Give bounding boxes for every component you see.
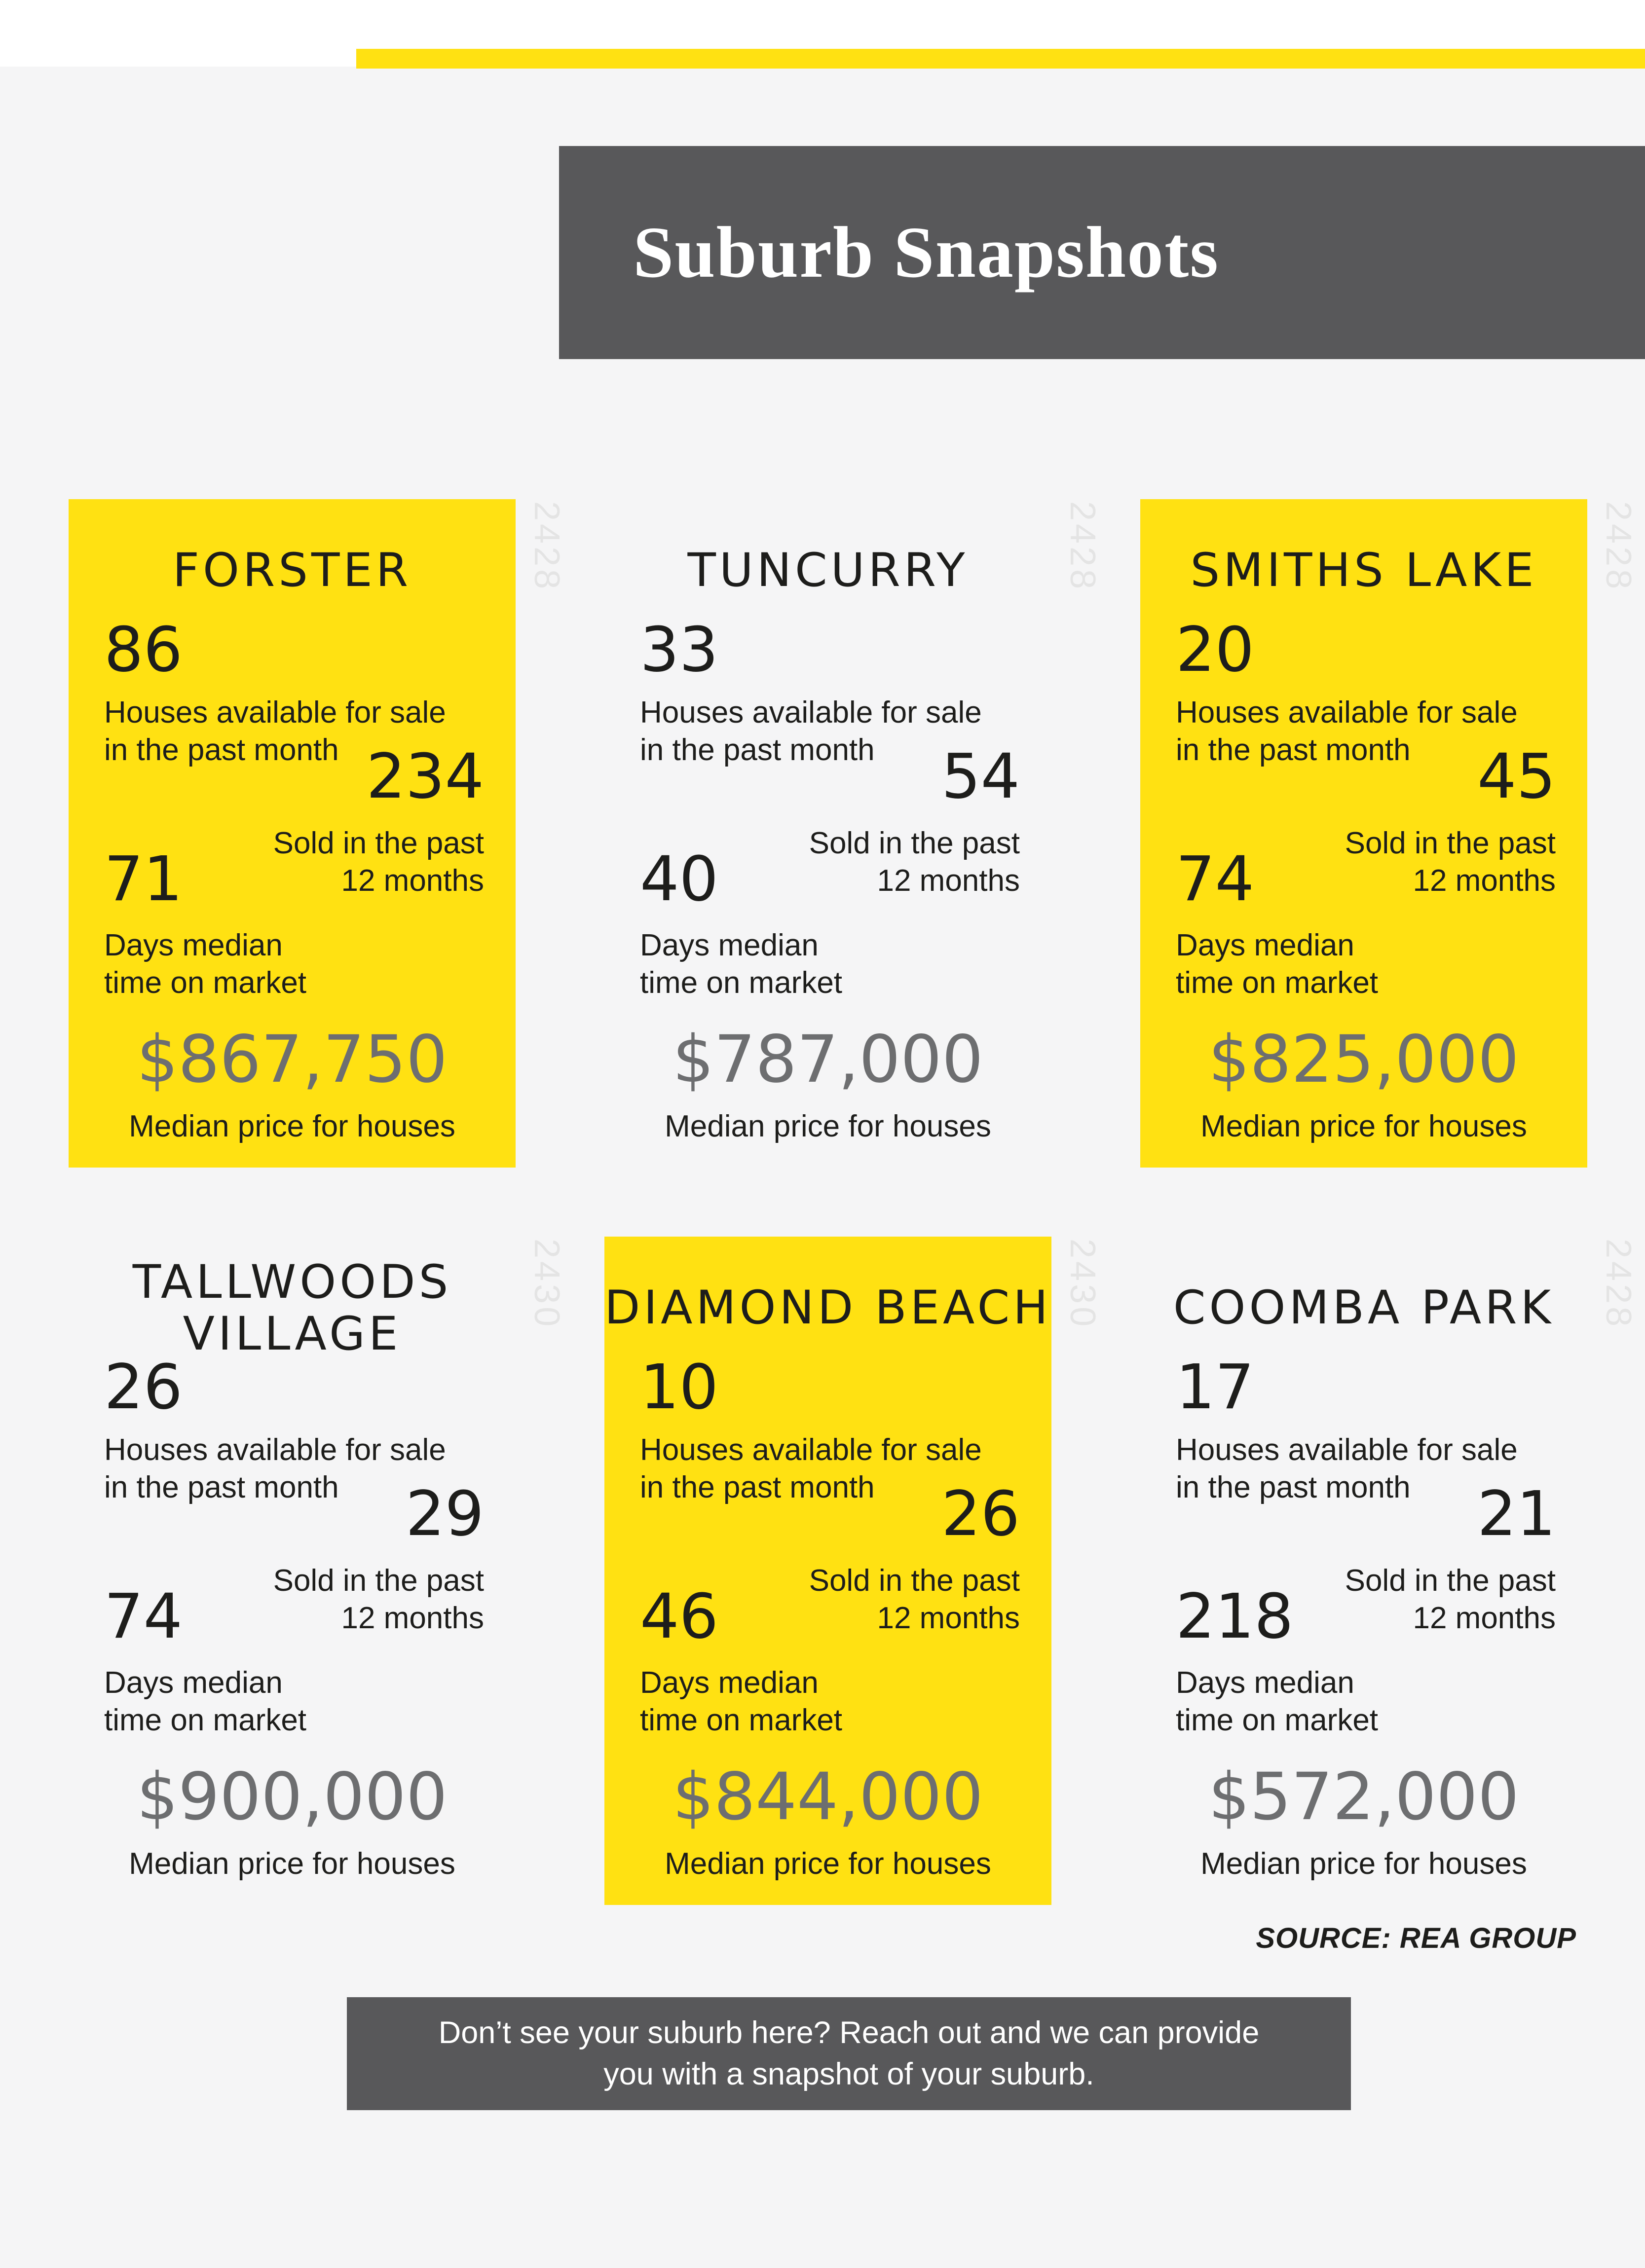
median-price-value: $787,000 [673,1022,983,1097]
suburb-name: FORSTER [172,544,412,598]
suburb-name: TALLWOODS VILLAGE [132,1255,452,1361]
days-on-market-label: Days median time on market [640,1666,843,1737]
days-on-market-value: 74 [104,1581,183,1652]
postcode-watermark: 2430 [527,1239,566,1330]
houses-available-label: Houses available for sale in the past mo… [104,695,446,767]
source-credit: SOURCE: REA GROUP [1256,1922,1576,1954]
suburb-name: DIAMOND BEACH [604,1281,1051,1335]
houses-available-value: 86 [104,614,183,686]
days-on-market-label: Days median time on market [640,928,843,1000]
median-price-label: Median price for houses [665,1109,991,1143]
sold-label: Sold in the past 12 months [809,1564,1020,1635]
suburb-card-forster: FORSTER 86 Houses available for sale in … [69,499,566,1168]
median-price-value: $900,000 [137,1759,448,1835]
median-price-label: Median price for houses [1200,1847,1527,1881]
suburb-name: TUNCURRY [687,544,969,598]
median-price-value: $825,000 [1208,1022,1519,1097]
houses-available-value: 17 [1176,1352,1255,1423]
sold-value: 26 [941,1478,1020,1550]
postcode-watermark: 2428 [1063,501,1102,592]
suburb-card-tallwoods-village: TALLWOODS VILLAGE 26 Houses available fo… [69,1237,566,1905]
days-on-market-label: Days median time on market [1176,928,1379,1000]
median-price-value: $572,000 [1208,1759,1519,1835]
suburb-cards-grid: FORSTER 86 Houses available for sale in … [69,499,1638,1905]
median-price-label: Median price for houses [1200,1109,1527,1143]
suburb-card-smiths-lake: SMITHS LAKE 20 Houses available for sale… [1140,499,1638,1168]
postcode-watermark: 2428 [527,501,566,592]
houses-available-value: 26 [104,1352,183,1423]
houses-available-value: 10 [640,1352,719,1423]
days-on-market-label: Days median time on market [104,928,307,1000]
sold-label: Sold in the past 12 months [1345,1564,1556,1635]
page-title: Suburb Snapshots [633,212,1219,293]
sold-value: 29 [405,1478,484,1550]
sold-value: 45 [1477,741,1556,812]
sold-label: Sold in the past 12 months [273,826,484,898]
sold-label: Sold in the past 12 months [1345,826,1556,898]
median-price-label: Median price for houses [129,1109,455,1143]
top-yellow-bar [356,49,1645,69]
days-on-market-value: 71 [104,843,183,915]
suburb-card-diamond-beach: DIAMOND BEACH 10 Houses available for sa… [604,1237,1102,1905]
days-on-market-value: 218 [1176,1581,1294,1652]
sold-value: 21 [1477,1478,1556,1550]
postcode-watermark: 2428 [1599,501,1638,592]
houses-available-label: Houses available for sale in the past mo… [1176,1433,1518,1504]
houses-available-value: 33 [640,614,719,686]
houses-available-label: Houses available for sale in the past mo… [640,1433,982,1504]
houses-available-label: Houses available for sale in the past mo… [104,1433,446,1504]
sold-value: 54 [941,741,1020,812]
suburb-card-tuncurry: TUNCURRY 33 Houses available for sale in… [604,499,1102,1168]
houses-available-label: Houses available for sale in the past mo… [1176,695,1518,767]
days-on-market-label: Days median time on market [104,1666,307,1737]
sold-value: 234 [366,741,484,812]
postcode-watermark: 2430 [1063,1239,1102,1330]
sold-label: Sold in the past 12 months [809,826,1020,898]
suburb-name: SMITHS LAKE [1190,544,1537,598]
suburb-card-coomba-park: COOMBA PARK 17 Houses available for sale… [1140,1237,1638,1905]
header-banner: Suburb Snapshots [559,146,1645,359]
footer-banner: Don’t see your suburb here? Reach out an… [347,1997,1351,2110]
median-price-label: Median price for houses [129,1847,455,1881]
days-on-market-label: Days median time on market [1176,1666,1379,1737]
houses-available-label: Houses available for sale in the past mo… [640,695,982,767]
median-price-value: $867,750 [137,1022,448,1097]
days-on-market-value: 40 [640,843,719,915]
suburb-name: COOMBA PARK [1173,1281,1555,1335]
median-price-label: Median price for houses [665,1847,991,1881]
median-price-value: $844,000 [673,1759,983,1835]
postcode-watermark: 2428 [1599,1239,1638,1330]
footer-line-2: you with a snapshot of your suburb. [603,2056,1094,2091]
days-on-market-value: 46 [640,1581,719,1652]
houses-available-value: 20 [1176,614,1255,686]
sold-label: Sold in the past 12 months [273,1564,484,1635]
footer-line-1: Don’t see your suburb here? Reach out an… [438,2015,1260,2050]
days-on-market-value: 74 [1176,843,1255,915]
